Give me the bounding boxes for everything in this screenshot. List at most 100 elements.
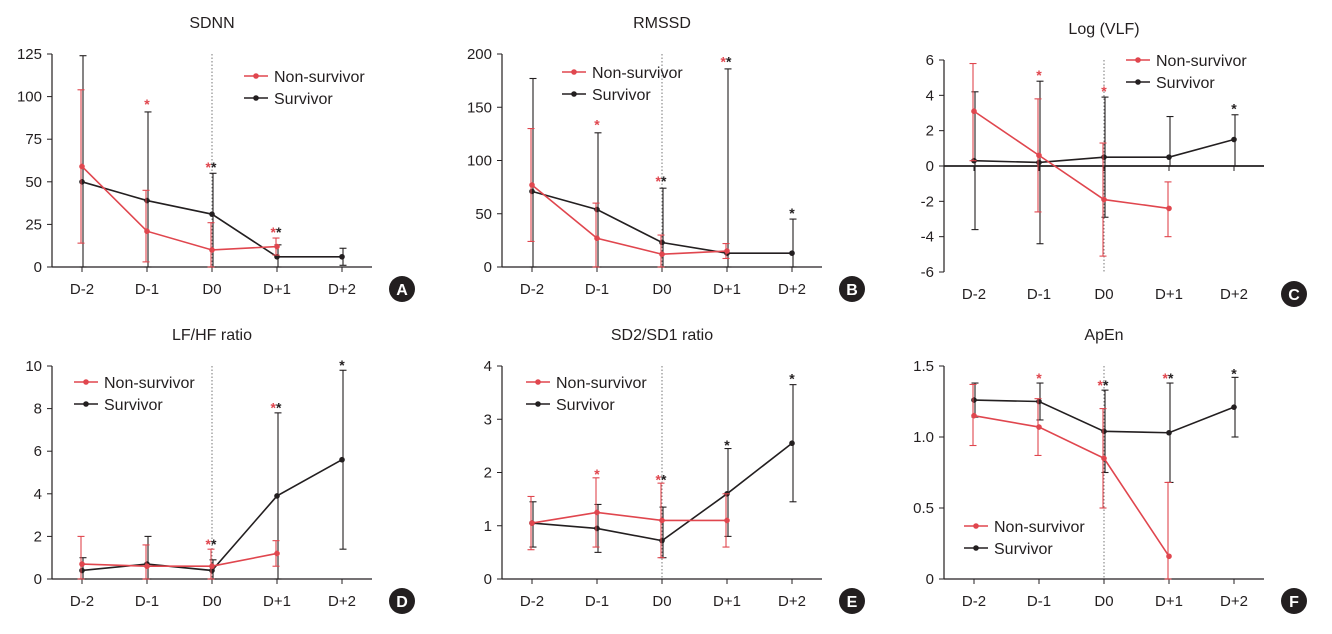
data-point-non-survivor-f: [1036, 424, 1042, 430]
x-tick-label-b: D+1: [713, 281, 741, 298]
legend-label-non-survivor-c: Non-survivor: [1156, 53, 1247, 70]
significance-mark-f: *: [1103, 377, 1109, 393]
data-point-non-survivor-a: [209, 247, 215, 253]
data-point-survivor-f: [1166, 429, 1172, 436]
x-tick-label-f: D+2: [1220, 593, 1248, 610]
significance-mark-b: *: [789, 205, 795, 221]
data-point-non-survivor-e: [529, 520, 535, 526]
y-tick-label-f: 0: [926, 571, 934, 588]
panel-letter-b: B: [846, 282, 858, 299]
y-tick-label-d: 0: [34, 571, 42, 588]
data-point-survivor-d: [274, 493, 280, 499]
x-tick-label-f: D+1: [1155, 593, 1183, 610]
x-tick-label-d: D-2: [70, 593, 94, 610]
legend-label-survivor-e: Survivor: [556, 397, 615, 414]
data-point-survivor-e: [659, 537, 665, 544]
data-point-non-survivor-e: [659, 517, 665, 524]
x-tick-label-a: D+2: [328, 281, 356, 298]
data-point-non-survivor-f: [1101, 455, 1107, 462]
y-tick-label-f: 1.0: [913, 429, 934, 446]
significance-mark-a: *: [276, 224, 282, 240]
data-point-survivor-a: [79, 179, 85, 185]
panel-badge-f: [1281, 588, 1307, 614]
data-point-non-survivor-c: [971, 108, 977, 115]
x-tick-label-e: D-1: [585, 593, 609, 610]
panel-badge-c: [1281, 281, 1307, 307]
significance-mark-f: *: [1168, 370, 1174, 386]
y-tick-label-c: 2: [926, 123, 934, 140]
series-line-non-survivor-b: [531, 184, 728, 256]
data-point-survivor-c: [1231, 136, 1237, 143]
data-point-non-survivor-d: [144, 563, 150, 570]
x-tick-label-e: D+2: [778, 593, 806, 610]
significance-mark-f: *: [1036, 370, 1042, 386]
legend-marker-non-survivor-c: [1135, 57, 1141, 63]
legend-marker-non-survivor-a: [253, 73, 259, 79]
y-tick-label-b: 50: [475, 206, 492, 223]
data-point-survivor-c: [1166, 154, 1172, 160]
x-tick-label-e: D+1: [713, 593, 741, 610]
chart-title-d: LF/HF ratio: [172, 327, 252, 344]
legend-marker-survivor-f: [973, 545, 979, 551]
x-tick-label-b: D0: [652, 281, 671, 298]
data-point-non-survivor-e: [594, 509, 600, 516]
data-point-non-survivor-a: [274, 243, 280, 250]
legend-marker-non-survivor-b: [571, 69, 577, 75]
x-tick-label-a: D0: [202, 281, 221, 298]
legend-marker-non-survivor-e: [535, 379, 541, 385]
y-tick-label-c: -4: [921, 229, 934, 246]
y-tick-label-e: 0: [484, 571, 492, 588]
data-point-survivor-c: [1101, 154, 1107, 160]
data-point-non-survivor-c: [1166, 205, 1172, 212]
y-tick-label-c: -2: [921, 193, 934, 210]
legend-marker-survivor-e: [535, 401, 541, 407]
y-tick-label-c: -6: [921, 264, 934, 281]
significance-mark-e: *: [594, 466, 600, 482]
series-line-non-survivor-c: [973, 110, 1170, 210]
x-tick-label-a: D+1: [263, 281, 291, 298]
legend-label-survivor-a: Survivor: [274, 91, 333, 108]
x-tick-label-f: D-2: [962, 593, 986, 610]
significance-mark-a: *: [144, 96, 150, 112]
chart-title-f: ApEn: [1084, 327, 1123, 344]
data-point-survivor-b: [789, 250, 795, 256]
data-point-non-survivor-b: [659, 251, 665, 258]
x-tick-label-c: D0: [1094, 286, 1113, 303]
significance-mark-d: *: [211, 536, 217, 552]
data-point-survivor-e: [594, 525, 600, 532]
x-tick-label-c: D-2: [962, 286, 986, 303]
data-point-non-survivor-c: [1036, 152, 1042, 159]
x-tick-label-e: D0: [652, 593, 671, 610]
series-line-non-survivor-a: [81, 165, 278, 251]
y-tick-label-a: 0: [34, 259, 42, 276]
significance-mark-a: *: [271, 224, 277, 240]
panel-letter-a: A: [396, 282, 408, 299]
significance-mark-d: *: [206, 536, 212, 552]
legend-label-non-survivor-a: Non-survivor: [274, 69, 365, 86]
significance-mark-c: *: [1231, 100, 1237, 116]
series-line-non-survivor-e: [531, 511, 727, 524]
y-tick-label-a: 50: [25, 174, 42, 191]
legend-marker-survivor-d: [83, 401, 89, 407]
legend-marker-survivor-c: [1135, 79, 1141, 85]
x-tick-label-c: D+1: [1155, 286, 1183, 303]
legend-label-non-survivor-e: Non-survivor: [556, 375, 647, 392]
significance-mark-f: *: [1163, 370, 1169, 386]
x-tick-label-a: D-1: [135, 281, 159, 298]
legend-label-non-survivor-d: Non-survivor: [104, 375, 195, 392]
panel-badge-e: [839, 588, 865, 614]
x-tick-label-b: D+2: [778, 281, 806, 298]
data-point-survivor-f: [1101, 428, 1107, 435]
significance-mark-b: *: [594, 116, 600, 132]
panel-letter-e: E: [847, 594, 858, 611]
significance-mark-f: *: [1098, 377, 1104, 393]
y-tick-label-a: 100: [17, 89, 42, 106]
y-tick-label-d: 10: [25, 358, 42, 375]
significance-mark-c: *: [1101, 83, 1107, 99]
x-tick-label-d: D0: [202, 593, 221, 610]
